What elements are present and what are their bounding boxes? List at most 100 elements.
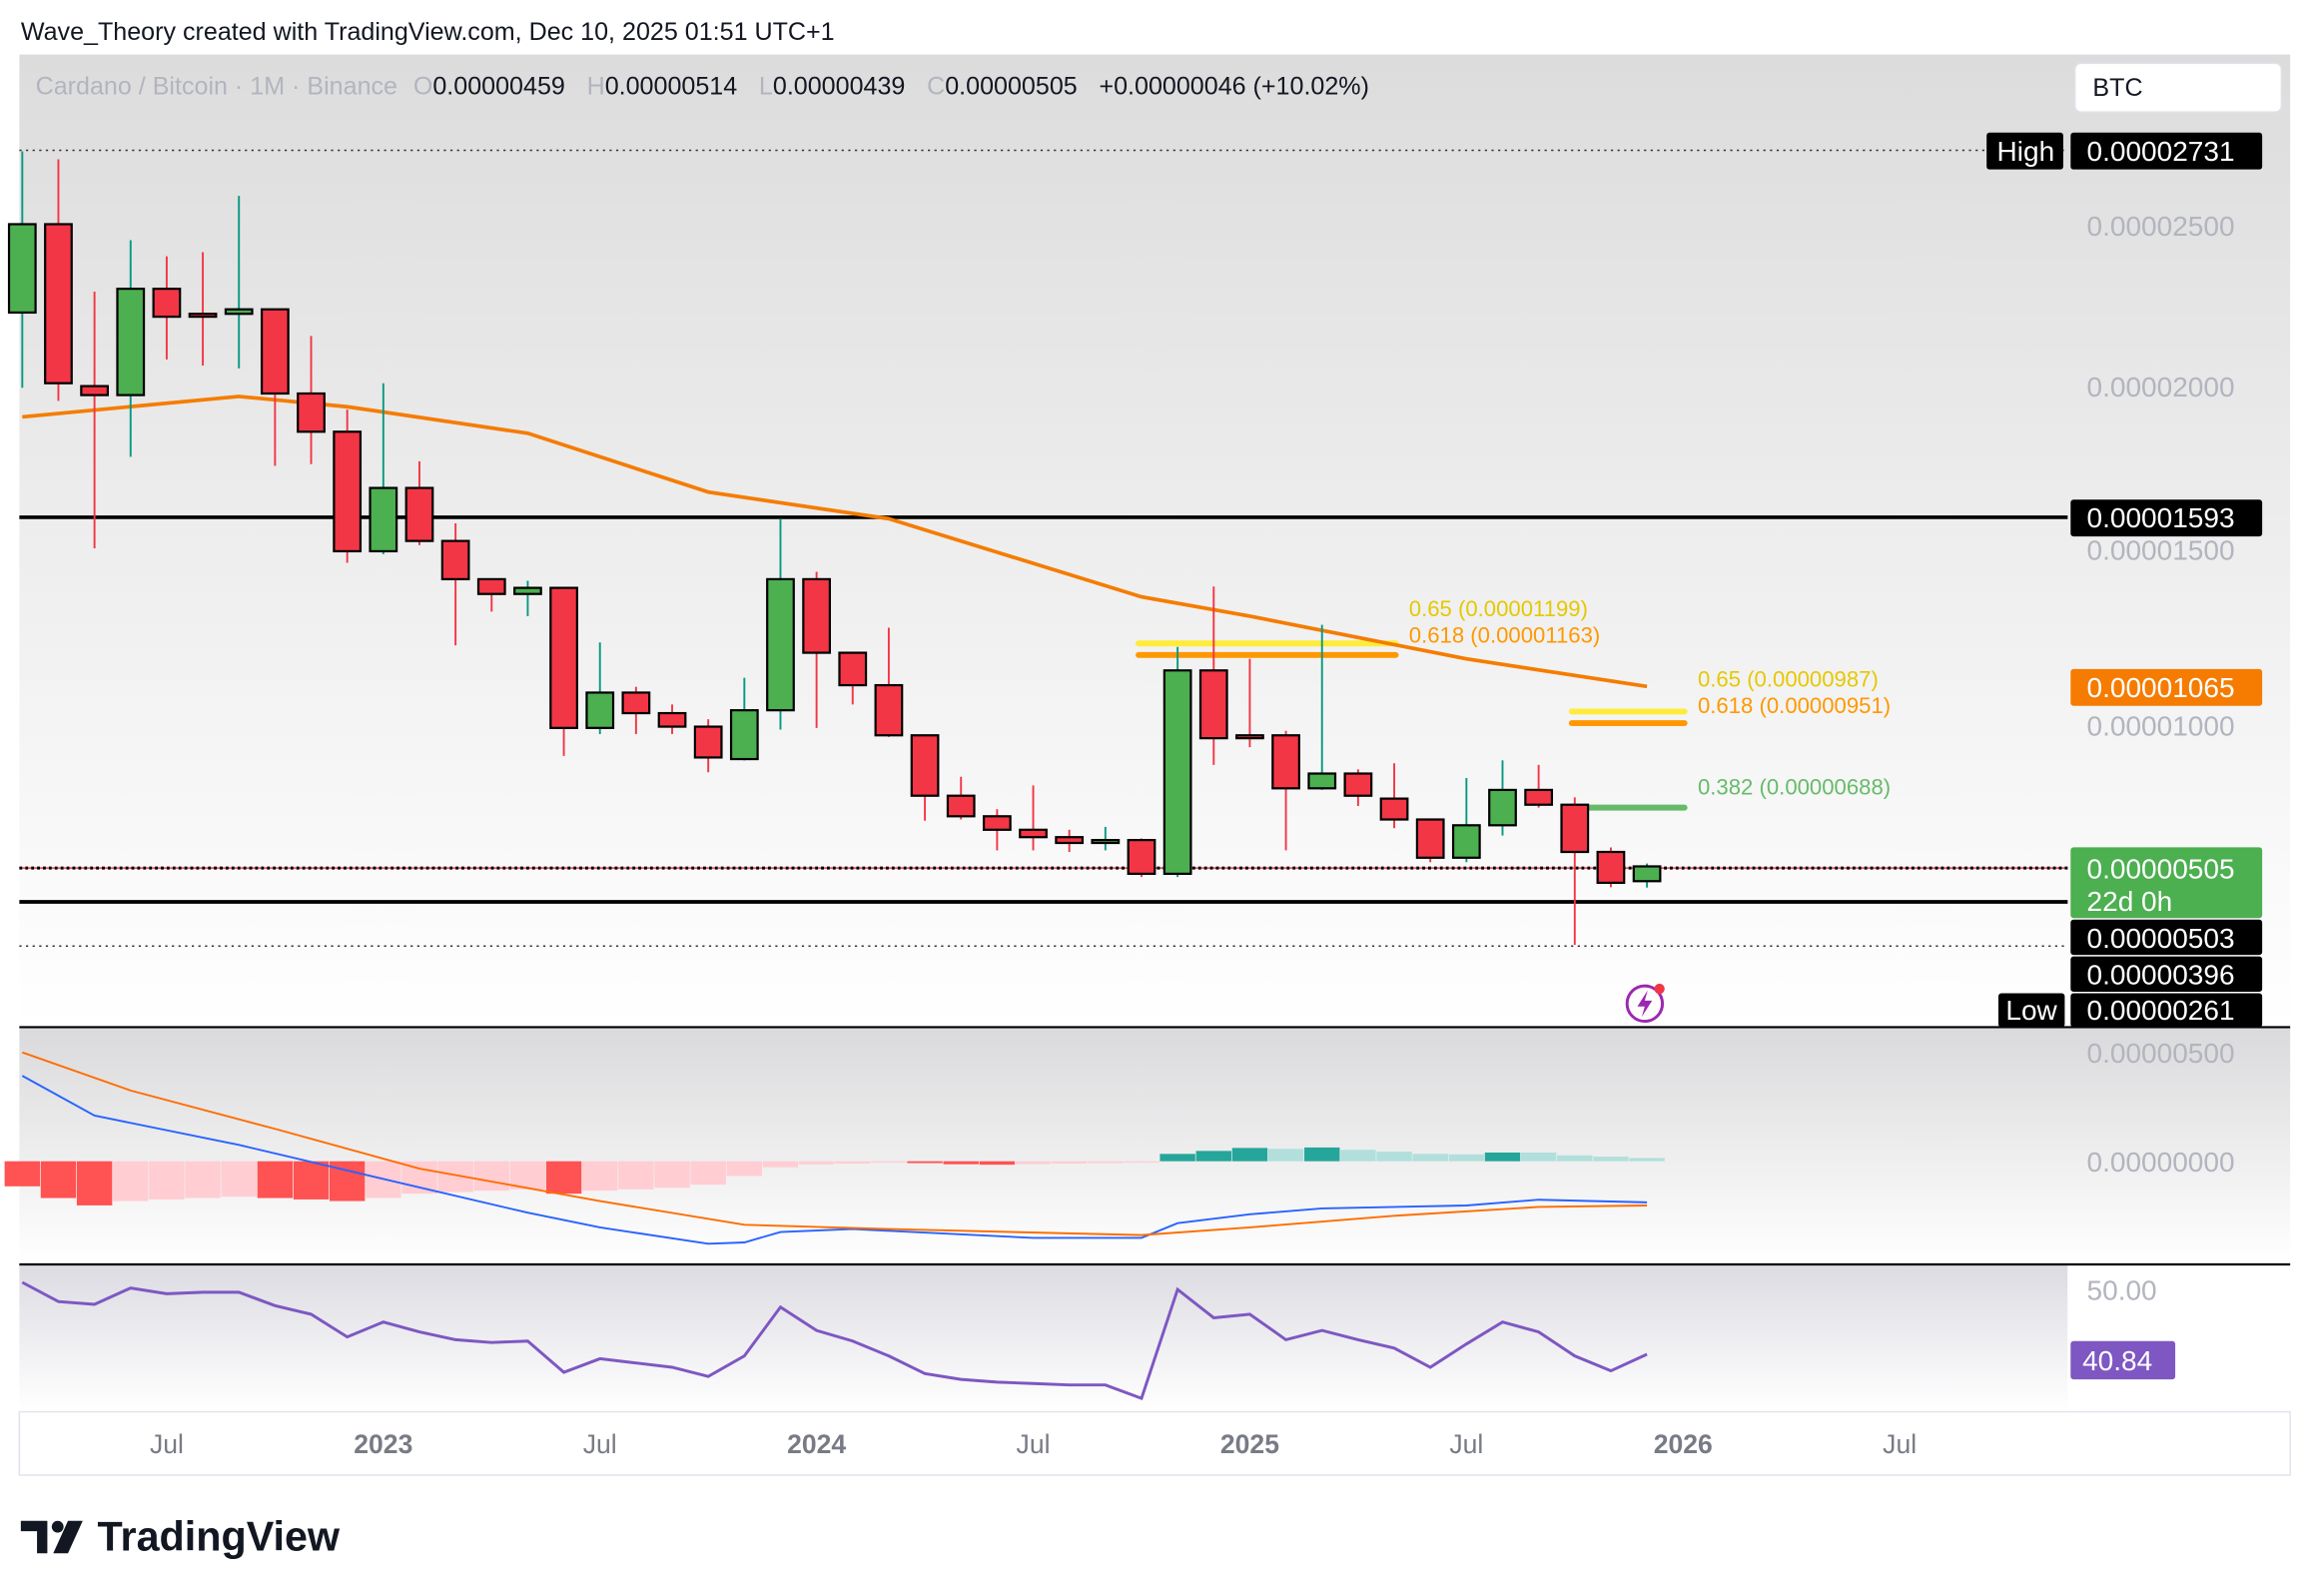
candle-body [1162, 669, 1192, 875]
candle-body [369, 486, 398, 553]
candle-up [116, 240, 146, 457]
macd-histogram-bar [1051, 1161, 1088, 1165]
candle-down [1379, 763, 1409, 829]
macd-histogram-bar [1304, 1147, 1340, 1162]
svg-text:40.84: 40.84 [2082, 1345, 2152, 1376]
candle-down [910, 734, 940, 821]
candle-body [729, 709, 759, 761]
time-tick: Jul [150, 1429, 184, 1459]
candle-body [802, 577, 832, 654]
macd-tick: 0.00000500 [2087, 1038, 2235, 1069]
candle-down [1055, 829, 1085, 853]
fib-label: 0.618 (0.00001163) [1409, 622, 1601, 647]
macd-histogram-bar [762, 1161, 799, 1168]
time-tick: Jul [1017, 1429, 1051, 1459]
macd-histogram-bar [257, 1161, 294, 1198]
candle-body [1415, 818, 1445, 859]
candle-body [1091, 838, 1121, 845]
svg-text:0.00000505: 0.00000505 [2087, 853, 2235, 884]
svg-text:High: High [1997, 136, 2055, 167]
macd-histogram-bar [835, 1161, 871, 1165]
symbol-title: Cardano / Bitcoin · 1M · Binance [36, 72, 397, 100]
time-tick: 2023 [354, 1429, 412, 1459]
candle-down [188, 252, 218, 367]
lightning-alert-icon[interactable] [1625, 983, 1665, 1024]
signal-line[interactable] [21, 1051, 1648, 1236]
change-value: +0.00000046 (+10.02%) [1099, 72, 1369, 100]
candle-up [7, 151, 37, 389]
price-tick: 0.00001500 [2087, 535, 2235, 566]
candle-body [621, 691, 651, 715]
candle-up [1162, 646, 1192, 878]
candle-up [369, 383, 398, 554]
macd-histogram-bar [293, 1161, 330, 1199]
svg-text:0.00001593: 0.00001593 [2087, 502, 2235, 533]
time-tick: 2025 [1220, 1429, 1279, 1459]
macd-histogram-bar [907, 1161, 943, 1164]
candle-body [874, 683, 904, 737]
macd-histogram-bar [1520, 1152, 1557, 1162]
candle-body [1343, 772, 1373, 797]
candle-body [1055, 836, 1085, 845]
rsi-line[interactable] [21, 1280, 1648, 1401]
macd-histogram-bar [40, 1161, 77, 1198]
time-tick: Jul [1449, 1429, 1483, 1459]
macd-histogram-bar [871, 1161, 907, 1164]
level-tag: 0.00001593 [2070, 499, 2263, 537]
macd-histogram-bar [1015, 1161, 1052, 1165]
tradingview-logo: TradingView [20, 1513, 341, 1559]
ema-line[interactable] [22, 395, 1648, 689]
candle-down [297, 336, 326, 464]
candle-up [224, 196, 254, 369]
candle-body [1632, 865, 1662, 883]
candle-body [585, 691, 615, 729]
candle-body [80, 385, 110, 397]
time-tick: Jul [583, 1429, 617, 1459]
high-value: 0.00000514 [605, 72, 738, 100]
macd-pane[interactable] [19, 1027, 2291, 1265]
candle-down [838, 651, 868, 705]
svg-text:0.00000503: 0.00000503 [2087, 923, 2235, 954]
macd-histogram-bar [798, 1161, 835, 1165]
close-value: 0.00000505 [945, 72, 1078, 100]
macd-histogram-bar [726, 1161, 763, 1177]
candle-body [549, 586, 578, 729]
candle-body [44, 223, 73, 385]
macd-histogram-bar [545, 1161, 582, 1195]
candle-body [224, 308, 254, 316]
candle-body [1451, 824, 1481, 859]
candle-down [333, 409, 363, 563]
candle-up [585, 642, 615, 734]
svg-text:0.00002731: 0.00002731 [2087, 136, 2235, 167]
candle-body [1379, 797, 1409, 821]
candle-body [1488, 788, 1517, 827]
macd-histogram-bar [1557, 1155, 1593, 1162]
macd-histogram-bar [943, 1161, 979, 1165]
candle-down [1127, 838, 1156, 878]
candle-body [838, 651, 868, 687]
candle-down [1271, 730, 1300, 851]
candle-down [1235, 658, 1264, 748]
candle-down [982, 809, 1012, 851]
macd-histogram-bar [113, 1161, 149, 1201]
candle-down [476, 577, 506, 612]
candle-down [260, 308, 290, 466]
rsi-pane[interactable] [19, 1264, 2068, 1412]
candle-body [333, 430, 363, 553]
candle-body [946, 794, 976, 818]
macd-line[interactable] [21, 1075, 1648, 1245]
svg-text:Low: Low [2005, 995, 2057, 1026]
macd-histogram-bar [1195, 1151, 1231, 1162]
last-price-tag: 0.00000505 22d 0h [2070, 847, 2263, 919]
candle-body [1524, 788, 1554, 806]
candle-down [946, 776, 976, 820]
macd-histogram-bar [76, 1161, 113, 1205]
currency-button[interactable]: BTC [2073, 62, 2283, 113]
svg-text:0.00001065: 0.00001065 [2087, 672, 2235, 703]
candle-body [766, 577, 795, 712]
svg-text:0.00000261: 0.00000261 [2087, 995, 2235, 1026]
time-axis[interactable] [18, 1410, 2291, 1476]
time-tick: 2024 [787, 1429, 846, 1459]
low-value: 0.00000439 [773, 72, 906, 100]
